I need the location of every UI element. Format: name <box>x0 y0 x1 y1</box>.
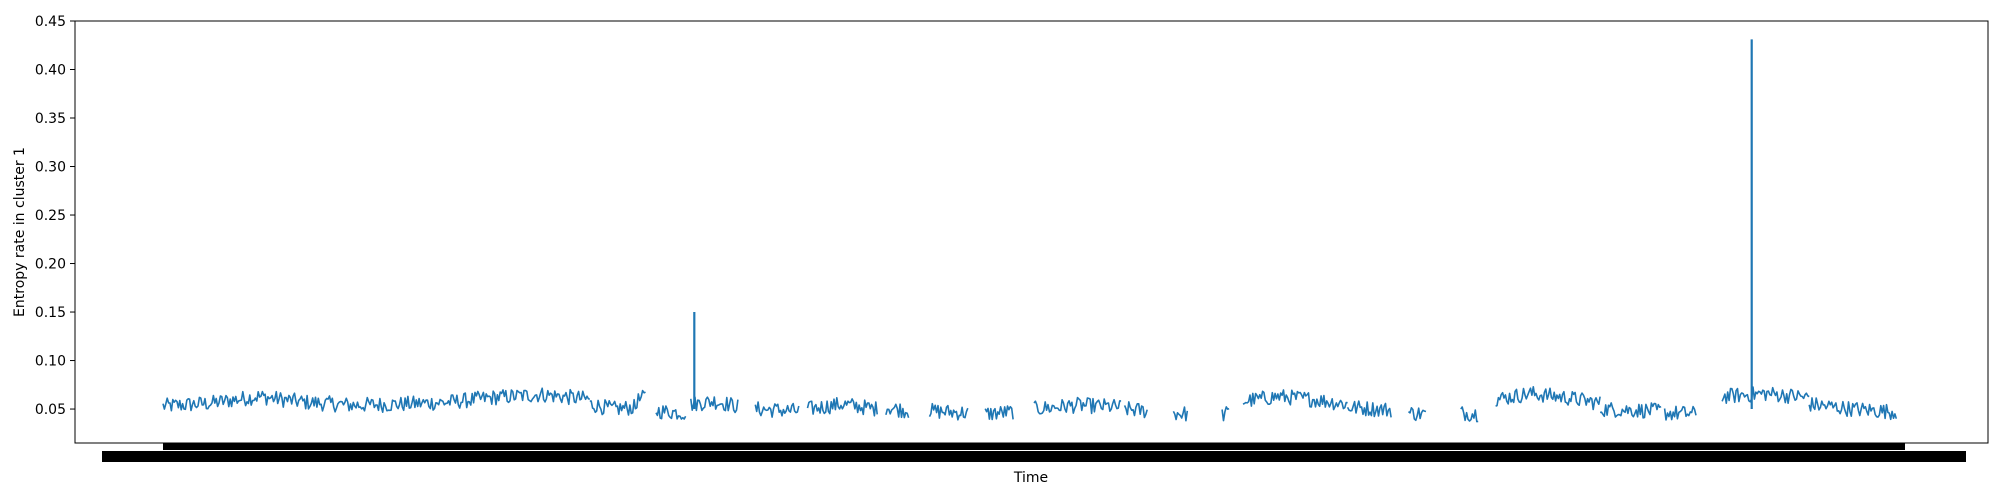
x-tick-labels-dense <box>102 451 1966 462</box>
series-segment <box>1346 400 1392 418</box>
y-axis-label: Entropy rate in cluster 1 <box>12 147 28 317</box>
data-series <box>162 39 1898 423</box>
series-segment <box>984 405 1014 421</box>
series-segment <box>636 389 646 409</box>
series-segment <box>1495 386 1601 411</box>
y-tick-label: 0.25 <box>35 208 66 224</box>
y-tick-label: 0.15 <box>35 305 66 321</box>
series-segment <box>1599 402 1662 419</box>
series-segment <box>1242 389 1348 411</box>
y-axis-ticks: 0.05 0.10 0.15 0.20 0.25 0.30 0.35 0.40 0.45 <box>35 14 75 418</box>
y-tick-label: 0.35 <box>35 111 66 127</box>
series-segment <box>1033 396 1122 415</box>
series-segment <box>162 387 591 413</box>
y-tick-label: 0.20 <box>35 257 66 273</box>
series-segment <box>1460 406 1479 423</box>
series-segment <box>1663 405 1697 421</box>
x-tick-label-band <box>102 443 1966 462</box>
series-segment <box>1808 397 1898 421</box>
y-tick-label: 0.30 <box>35 160 66 176</box>
y-tick-label: 0.10 <box>35 354 66 370</box>
series-segment <box>1123 401 1148 419</box>
series-segment <box>885 403 910 419</box>
series-segment <box>928 402 969 421</box>
y-tick-label: 0.05 <box>35 402 66 418</box>
series-segment <box>1721 386 1810 404</box>
series-segment <box>754 401 800 418</box>
series-segment <box>806 397 878 417</box>
plot-frame <box>74 20 1989 444</box>
series-segment <box>589 398 638 416</box>
series-segment <box>690 396 739 414</box>
series-segment <box>1221 406 1230 422</box>
x-axis-label: Time <box>1013 470 1048 486</box>
y-tick-label: 0.45 <box>35 14 66 30</box>
series-segment <box>1172 406 1189 422</box>
series-segment <box>1407 407 1427 422</box>
plot-area <box>74 20 1989 462</box>
y-tick-label: 0.40 <box>35 63 66 79</box>
x-tick-marks-dense <box>163 443 1905 450</box>
series-segment <box>655 405 687 420</box>
